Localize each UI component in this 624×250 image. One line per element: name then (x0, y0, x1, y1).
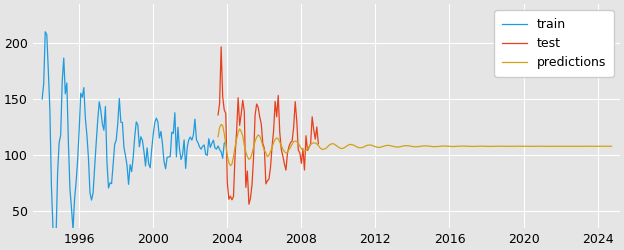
Line: test: test (218, 47, 318, 204)
train (222, 140, 230, 143)
test (240, 110, 248, 113)
predictions (341, 146, 348, 149)
train (219, 157, 227, 160)
train (80, 86, 87, 89)
predictions (363, 144, 370, 147)
train (51, 236, 58, 239)
train (39, 98, 46, 100)
test (245, 203, 253, 206)
predictions (214, 135, 222, 138)
Line: predictions: predictions (218, 124, 612, 166)
test (261, 147, 268, 150)
Line: train: train (42, 32, 226, 238)
predictions (537, 145, 544, 148)
train (91, 166, 99, 169)
test (217, 45, 225, 48)
predictions (227, 164, 234, 167)
train (42, 30, 49, 33)
train (144, 146, 151, 149)
predictions (608, 145, 615, 148)
test (214, 114, 222, 116)
train (168, 131, 175, 134)
test (262, 182, 270, 185)
predictions (217, 123, 225, 126)
test (296, 152, 303, 154)
Legend: train, test, predictions: train, test, predictions (494, 10, 613, 77)
test (248, 183, 256, 186)
train (187, 136, 194, 138)
test (314, 142, 322, 145)
predictions (389, 145, 396, 148)
predictions (412, 145, 419, 148)
test (223, 181, 231, 184)
predictions (367, 144, 374, 146)
